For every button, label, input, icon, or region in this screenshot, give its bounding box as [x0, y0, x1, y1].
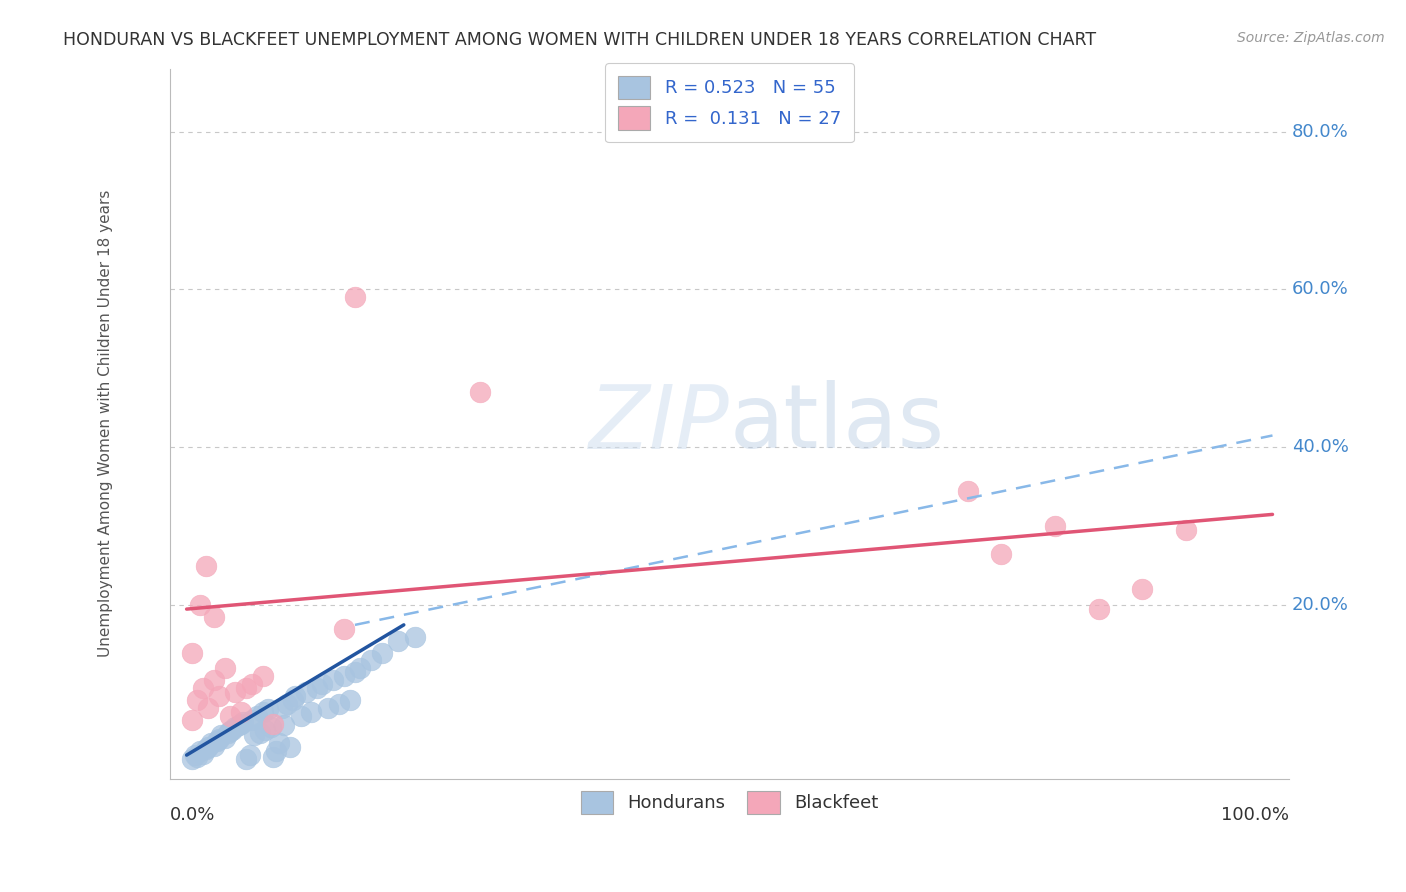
Text: ZIP: ZIP: [589, 381, 730, 467]
Text: 60.0%: 60.0%: [1292, 280, 1348, 299]
Point: [278, 740, 301, 755]
Point: [273, 718, 295, 732]
Point: [195, 741, 218, 756]
Point: [229, 716, 252, 731]
Point: [343, 290, 366, 304]
Text: HONDURAN VS BLACKFEET UNEMPLOYMENT AMONG WOMEN WITH CHILDREN UNDER 18 YEARS CORR: HONDURAN VS BLACKFEET UNEMPLOYMENT AMONG…: [63, 31, 1097, 49]
Point: [311, 677, 333, 691]
Point: [260, 721, 283, 735]
Point: [271, 700, 294, 714]
Point: [468, 385, 491, 400]
Point: [228, 718, 250, 732]
Point: [263, 716, 285, 731]
Point: [202, 610, 225, 624]
Point: [404, 630, 426, 644]
Point: [186, 693, 208, 707]
Point: [217, 726, 239, 740]
Point: [305, 681, 328, 695]
Point: [371, 646, 394, 660]
Point: [202, 673, 225, 687]
Point: [257, 702, 280, 716]
Point: [202, 739, 225, 753]
Point: [219, 724, 242, 739]
Text: 100.0%: 100.0%: [1220, 806, 1289, 824]
Point: [181, 713, 204, 727]
Point: [197, 740, 219, 755]
Text: Source: ZipAtlas.com: Source: ZipAtlas.com: [1237, 31, 1385, 45]
Point: [1174, 523, 1197, 537]
Point: [188, 598, 211, 612]
Point: [252, 669, 274, 683]
Point: [316, 700, 339, 714]
Text: 0.0%: 0.0%: [170, 806, 215, 824]
Point: [224, 685, 246, 699]
Point: [239, 748, 262, 763]
Point: [295, 685, 318, 699]
Point: [339, 693, 361, 707]
Point: [214, 731, 236, 745]
Point: [267, 736, 290, 750]
Point: [301, 705, 323, 719]
Point: [387, 633, 409, 648]
Point: [229, 705, 252, 719]
Point: [205, 734, 228, 748]
Point: [333, 622, 356, 636]
Point: [333, 669, 356, 683]
Text: 20.0%: 20.0%: [1292, 596, 1348, 615]
Point: [252, 705, 274, 719]
Point: [281, 693, 304, 707]
Point: [990, 547, 1012, 561]
Point: [209, 728, 232, 742]
Point: [1087, 602, 1109, 616]
Point: [200, 736, 222, 750]
Point: [208, 689, 231, 703]
Point: [235, 681, 257, 695]
Point: [221, 723, 243, 737]
Point: [191, 747, 214, 761]
Point: [243, 728, 266, 742]
Point: [957, 483, 980, 498]
Text: 40.0%: 40.0%: [1292, 438, 1348, 457]
Point: [246, 708, 269, 723]
Point: [195, 558, 218, 573]
Point: [1045, 519, 1067, 533]
Point: [208, 732, 231, 747]
Text: 80.0%: 80.0%: [1292, 123, 1348, 141]
Point: [249, 726, 271, 740]
Text: atlas: atlas: [730, 380, 945, 467]
Point: [188, 744, 211, 758]
Point: [360, 653, 382, 667]
Point: [214, 661, 236, 675]
Point: [263, 749, 285, 764]
Point: [181, 752, 204, 766]
Point: [197, 700, 219, 714]
Point: [290, 708, 312, 723]
Point: [322, 673, 344, 687]
Point: [181, 646, 204, 660]
Point: [328, 697, 350, 711]
Point: [240, 713, 263, 727]
Point: [343, 665, 366, 680]
Point: [224, 721, 246, 735]
Point: [253, 723, 276, 737]
Point: [186, 749, 208, 764]
Point: [264, 744, 287, 758]
Point: [219, 708, 242, 723]
Point: [276, 697, 298, 711]
Point: [240, 677, 263, 691]
Point: [349, 661, 371, 675]
Point: [1130, 582, 1153, 597]
Legend: Hondurans, Blackfeet: Hondurans, Blackfeet: [572, 781, 887, 823]
Text: Unemployment Among Women with Children Under 18 years: Unemployment Among Women with Children U…: [97, 190, 112, 657]
Point: [191, 681, 214, 695]
Point: [184, 748, 207, 763]
Point: [235, 752, 257, 766]
Point: [284, 689, 307, 703]
Point: [232, 714, 254, 729]
